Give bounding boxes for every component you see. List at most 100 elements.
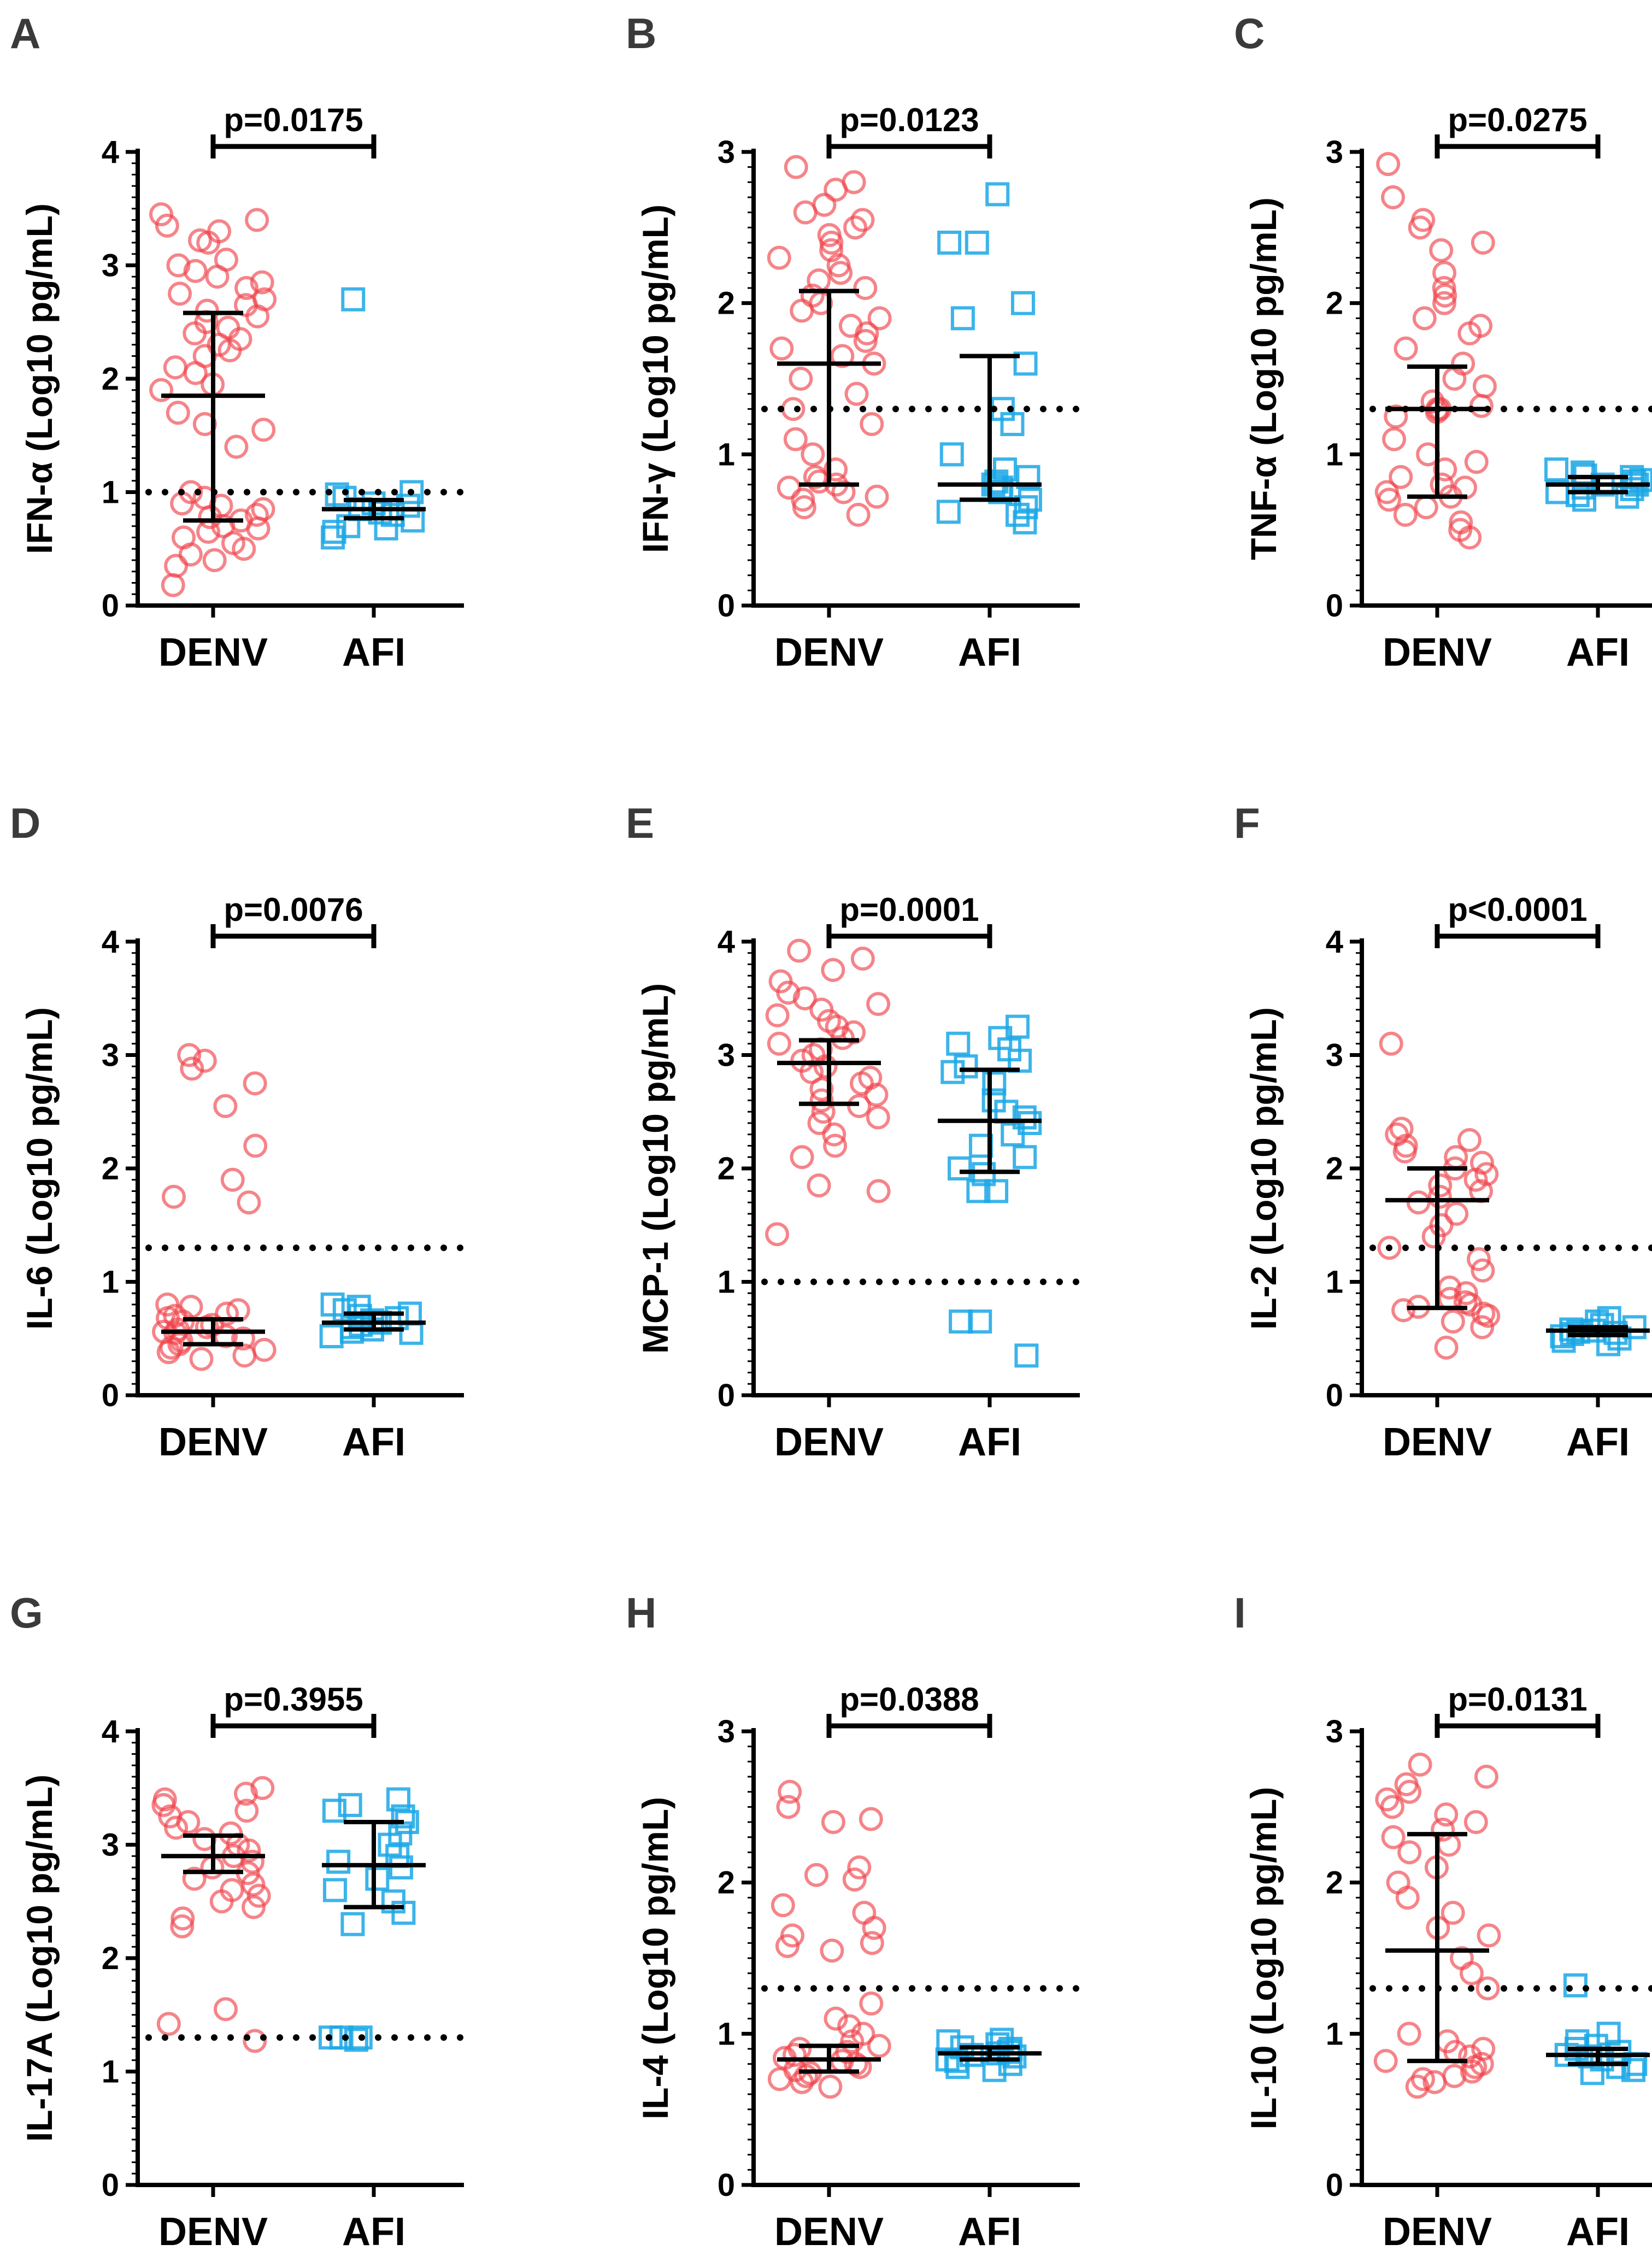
denv-point <box>195 1315 219 1339</box>
denv-point <box>1405 2075 1430 2099</box>
denv-point <box>166 253 191 278</box>
p-value-label: p<0.0001 <box>1448 891 1587 928</box>
denv-point <box>164 554 189 578</box>
denv-point <box>1429 238 1454 262</box>
denv-point <box>778 1779 802 1804</box>
denv-point <box>1464 450 1489 474</box>
panel-letter: I <box>1234 1589 1246 1637</box>
denv-point <box>163 355 187 380</box>
denv-point <box>1391 1298 1416 1323</box>
p-value-label: p=0.0388 <box>839 1681 979 1718</box>
denv-point <box>168 281 192 306</box>
denv-point <box>195 298 219 323</box>
denv-point <box>769 336 794 361</box>
y-tick-label: 0 <box>1326 2167 1343 2203</box>
y-axis-label: IL-4 (Log10 pg/mL) <box>635 1797 675 2119</box>
denv-point <box>859 1991 884 2016</box>
denv-point <box>244 503 269 527</box>
denv-point <box>822 1122 846 1147</box>
afi-point <box>365 1866 390 1891</box>
denv-point <box>1454 1281 1478 1306</box>
y-tick-label: 3 <box>102 1038 119 1073</box>
x-tick-label-denv: DENV <box>1383 631 1492 674</box>
y-axis-label: IL-17A (Log10 pg/mL) <box>19 1775 60 2142</box>
y-tick-label: 4 <box>718 924 735 960</box>
y-tick-label: 0 <box>102 2167 119 2203</box>
afi-point <box>1013 1145 1037 1170</box>
x-tick-label-afi: AFI <box>342 631 405 674</box>
denv-point <box>156 2012 181 2036</box>
denv-point <box>830 1026 855 1050</box>
panel-letter: E <box>626 799 654 847</box>
significance-bracket <box>826 1714 992 1738</box>
denv-point <box>823 1133 848 1158</box>
denv-point <box>241 1872 266 1897</box>
denv-point <box>1433 457 1457 481</box>
denv-point <box>1377 1236 1402 1260</box>
denv-point <box>149 378 174 402</box>
denv-point <box>809 1077 834 1101</box>
denv-point <box>178 542 203 567</box>
y-axis-label: IL-6 (Log10 pg/mL) <box>19 1007 60 1330</box>
denv-point <box>1463 2055 1488 2079</box>
x-tick-label-denv: DENV <box>1383 2210 1492 2254</box>
denv-point <box>1434 1335 1459 1360</box>
denv-point <box>819 231 844 255</box>
afi-point <box>936 500 961 524</box>
denv-point <box>1381 1825 1406 1849</box>
afi-point <box>321 525 345 550</box>
denv-point <box>1457 525 1482 550</box>
y-tick-label: 3 <box>1326 1038 1343 1073</box>
denv-point <box>1428 1173 1453 1198</box>
p-value-label: p=0.0175 <box>224 102 363 138</box>
afi-point <box>1010 291 1035 315</box>
denv-point <box>215 1301 239 1326</box>
denv-point <box>1433 283 1457 308</box>
afi-point <box>348 2025 373 2050</box>
denv-point <box>848 2055 872 2079</box>
y-tick-label: 1 <box>718 2016 735 2052</box>
denv-point <box>790 1145 814 1170</box>
denv-point <box>189 1347 214 1371</box>
denv-point <box>825 1014 849 1039</box>
denv-point <box>824 2006 848 2031</box>
denv-point <box>1434 1802 1459 1827</box>
denv-point <box>866 992 891 1017</box>
denv-point <box>1432 291 1456 315</box>
y-axis-label: TNF-α (Log10 pg/mL) <box>1243 197 1284 560</box>
y-tick-label: 2 <box>1326 1151 1343 1186</box>
panel-letter: F <box>1234 799 1260 847</box>
x-tick-label-denv: DENV <box>774 2210 884 2254</box>
afi-point <box>937 231 962 255</box>
denv-point <box>250 270 274 295</box>
denv-point <box>231 1326 255 1351</box>
denv-point <box>824 178 848 202</box>
denv-point <box>1444 1202 1469 1226</box>
denv-point <box>1389 465 1413 489</box>
denv-point <box>865 484 889 509</box>
denv-point <box>234 1782 258 1806</box>
denv-point <box>211 514 236 538</box>
y-tick-label: 0 <box>1326 1378 1343 1413</box>
denv-point <box>183 361 208 385</box>
denv-point <box>1459 1961 1484 1985</box>
denv-point <box>166 401 190 425</box>
afi-point <box>982 1071 1007 1096</box>
y-tick-label: 2 <box>718 1151 735 1186</box>
afi-point <box>386 1787 410 1812</box>
denv-point <box>775 1934 799 1958</box>
afi-point <box>1013 510 1037 534</box>
denv-point <box>243 2029 267 2053</box>
denv-point <box>1471 231 1495 255</box>
denv-point <box>1379 1031 1403 1056</box>
denv-point <box>1441 1901 1465 1925</box>
denv-point <box>777 475 801 500</box>
denv-point <box>792 495 816 520</box>
denv-point <box>242 1895 266 1919</box>
denv-point <box>1384 404 1408 429</box>
denv-point <box>182 1866 207 1891</box>
afi-point <box>322 1799 346 1823</box>
afi-point <box>1014 1343 1039 1368</box>
denv-point <box>794 2064 819 2088</box>
y-tick-label: 2 <box>102 1941 119 1976</box>
